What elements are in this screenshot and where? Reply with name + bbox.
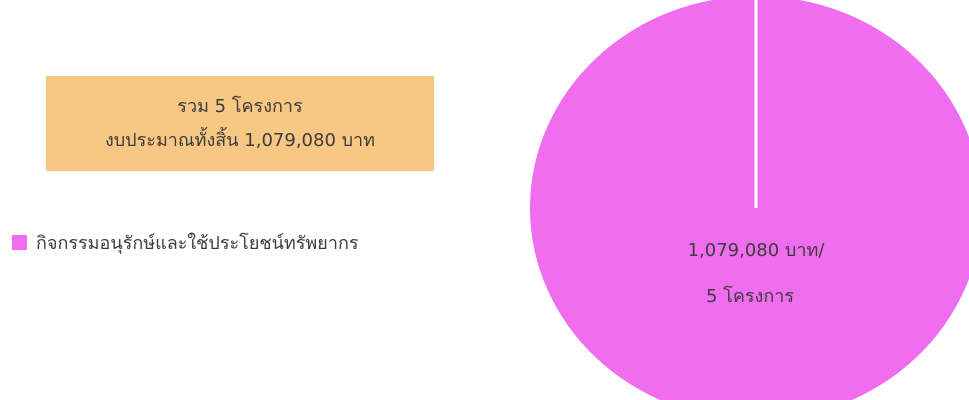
pie-data-label-line-1: 1,079,080 บาท/ [688, 240, 826, 261]
summary-line-2: งบประมาณทั้งสิ้น 1,079,080 บาท [104, 129, 376, 151]
summary-box: รวม 5 โครงการ งบประมาณทั้งสิ้น 1,079,080… [46, 76, 434, 171]
legend: กิจกรรมอนุรักษ์และใช้ประโยชน์ทรัพยากร [12, 228, 359, 257]
pie-slice [530, 0, 969, 400]
summary-line-1: รวม 5 โครงการ [177, 95, 303, 117]
legend-swatch [12, 235, 27, 250]
pie-data-label-line-2: 5 โครงการ [706, 285, 794, 307]
legend-label: กิจกรรมอนุรักษ์และใช้ประโยชน์ทรัพยากร [36, 233, 359, 254]
